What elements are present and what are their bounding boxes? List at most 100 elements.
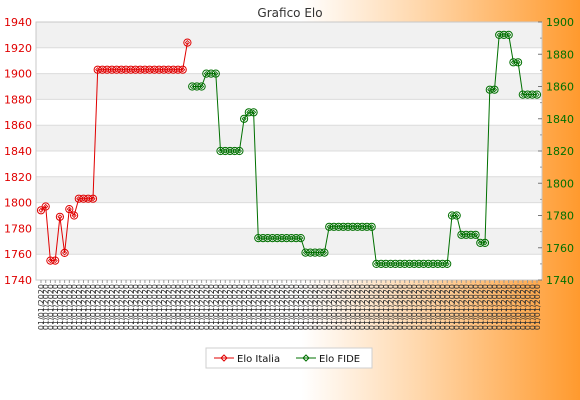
x-tick-label: 01/01/2020 (217, 284, 226, 330)
data-point-elo-fide (495, 30, 504, 40)
x-tick-label: 01/01/2020 (61, 284, 70, 330)
data-marker-elo-fide (421, 261, 427, 267)
x-tick-label: 01/01/2020 (155, 284, 164, 330)
data-point-elo-fide (188, 82, 197, 91)
data-point-elo-italia (178, 65, 187, 74)
grid-band (36, 176, 542, 203)
data-point-elo-fide (329, 222, 338, 231)
data-marker-elo-fide (501, 32, 507, 38)
x-tick-label: 01/01/2020 (302, 284, 311, 330)
data-marker-elo-italia (137, 67, 143, 73)
data-point-elo-italia (84, 194, 93, 203)
x-tick-label: 01/01/2020 (226, 284, 235, 330)
data-marker-elo-italia (85, 196, 91, 202)
data-point-elo-fide (424, 259, 433, 268)
x-tick-label: 01/01/2020 (311, 284, 320, 330)
data-point-elo-fide (485, 85, 494, 94)
right-tick-label: 1880 (546, 48, 574, 61)
data-marker-elo-italia (132, 67, 139, 73)
data-point-elo-fide (244, 108, 253, 117)
data-marker-elo-fide (439, 261, 446, 267)
data-marker-elo-fide (416, 261, 422, 267)
right-tick-label: 1780 (546, 210, 574, 223)
data-point-elo-fide (353, 222, 362, 231)
x-tick-label: 01/01/2020 (169, 284, 178, 330)
data-marker-elo-fide (217, 148, 224, 154)
x-tick-label: 01/01/2020 (183, 284, 192, 330)
data-point-elo-fide (476, 238, 485, 247)
x-tick-label: 01/01/2020 (42, 284, 51, 330)
left-tick-label: 1840 (4, 145, 32, 158)
data-point-elo-italia (79, 194, 88, 203)
x-tick-label: 01/01/2020 (51, 284, 60, 330)
legend-box (205, 347, 373, 369)
x-tick-label: 01/01/2020 (198, 284, 207, 330)
data-point-elo-fide (202, 69, 211, 78)
x-tick-label: 01/01/2020 (70, 284, 79, 330)
data-marker-elo-italia (128, 67, 134, 73)
data-marker-elo-fide (529, 92, 535, 98)
data-marker-elo-fide (378, 261, 384, 267)
data-marker-elo-fide (449, 212, 455, 219)
left-tick-label: 1760 (4, 248, 32, 261)
left-tick-label: 1820 (4, 171, 32, 184)
data-point-elo-fide (523, 90, 532, 99)
data-point-elo-fide (433, 259, 442, 268)
data-marker-elo-italia (165, 67, 172, 73)
x-tick-label: 01/01/2020 (420, 284, 429, 330)
data-point-elo-fide (296, 234, 305, 243)
x-tick-label: 01/01/2020 (245, 284, 254, 330)
data-marker-elo-fide (496, 32, 502, 38)
x-tick-label: 01/01/2020 (396, 284, 405, 330)
x-tick-label: 01/01/2020 (56, 284, 65, 330)
data-point-elo-fide (263, 234, 272, 243)
data-point-elo-italia (60, 248, 69, 257)
data-point-elo-fide (343, 222, 353, 231)
x-tick-label: 01/01/2020 (325, 284, 334, 330)
data-point-elo-fide (509, 58, 518, 67)
data-marker-elo-fide (383, 261, 389, 267)
data-marker-elo-italia (47, 258, 53, 264)
x-tick-label: 01/01/2020 (212, 284, 221, 330)
x-tick-label: 01/01/2020 (358, 284, 367, 330)
data-marker-elo-fide (194, 83, 200, 90)
data-marker-elo-italia (104, 67, 110, 73)
x-tick-label: 01/01/2020 (316, 284, 325, 330)
data-point-elo-fide (405, 259, 414, 268)
legend: Elo Italia Elo FIDE (205, 347, 373, 369)
data-point-elo-italia (41, 202, 50, 211)
x-tick-label: 01/01/2020 (297, 284, 306, 330)
legend-marker-elo-fide (302, 354, 310, 362)
data-point-elo-fide (528, 90, 537, 99)
data-marker-elo-fide (208, 71, 214, 77)
x-tick-label: 01/01/2020 (113, 284, 122, 330)
x-tick-label: 01/01/2020 (486, 284, 495, 330)
x-tick-label: 01/01/2020 (335, 284, 344, 330)
data-marker-elo-fide (520, 92, 526, 98)
data-point-elo-fide (367, 222, 376, 231)
x-tick-label: 01/01/2020 (89, 284, 98, 330)
x-tick-label: 01/01/2020 (103, 284, 112, 330)
data-point-elo-italia (140, 65, 149, 74)
x-tick-label: 01/01/2020 (377, 284, 386, 330)
data-marker-elo-italia (170, 67, 176, 73)
data-point-elo-italia (155, 65, 164, 74)
x-tick-label: 01/01/2020 (424, 284, 433, 330)
right-tick-label: 1840 (546, 113, 574, 126)
x-tick-label: 01/01/2020 (344, 284, 353, 330)
data-point-elo-fide (221, 146, 230, 156)
x-tick-label: 01/01/2020 (462, 284, 471, 330)
x-tick-label: 01/01/2020 (500, 284, 509, 330)
data-marker-elo-fide (444, 261, 450, 267)
data-point-elo-italia (55, 212, 65, 221)
data-point-elo-fide (480, 238, 490, 247)
x-tick-label: 01/01/2020 (467, 284, 476, 330)
legend-label-elo-italia: Elo Italia (237, 354, 280, 365)
data-point-elo-fide (301, 248, 310, 257)
data-marker-elo-fide (359, 224, 365, 230)
data-marker-elo-fide (203, 71, 209, 77)
data-point-elo-italia (145, 65, 154, 74)
data-marker-elo-italia (156, 67, 162, 73)
data-point-elo-italia (183, 38, 192, 47)
data-point-elo-fide (499, 30, 508, 40)
